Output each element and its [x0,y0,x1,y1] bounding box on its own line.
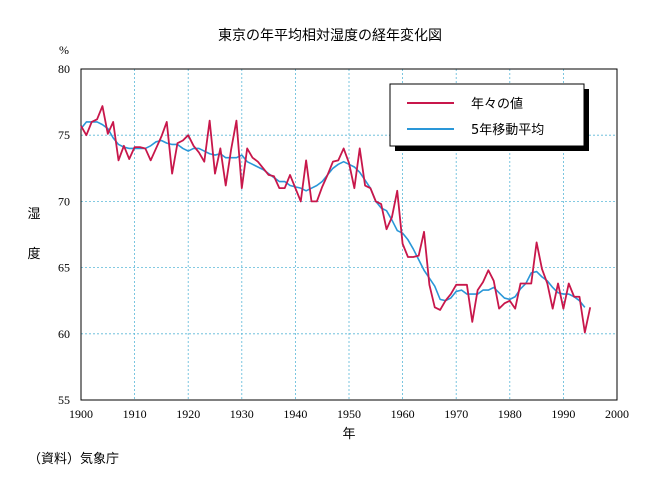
legend-label-annual: 年々の値 [471,96,523,112]
y-tick-label: 80 [58,62,70,76]
x-axis-label: 年 [342,427,355,442]
x-tick-label: 1980 [498,407,522,421]
y-tick-label: 75 [58,128,70,142]
legend: 年々の値 5年移動平均 [389,83,589,151]
legend-box [389,83,585,147]
y-tick-label: 55 [58,393,70,407]
x-tick-label: 1930 [230,407,254,421]
series-line-annual [80,105,592,334]
x-tick-label: 1970 [444,407,468,421]
x-tick-label: 1900 [69,407,93,421]
x-tick-label: 1950 [337,407,361,421]
y-tick-label: 70 [58,194,70,208]
x-tick-label: 1920 [176,407,200,421]
y-axis-label-char-2: 度 [27,246,40,262]
y-tick-label: 65 [58,261,70,275]
x-axis-ticks: 1900 1910 1920 1930 1940 1950 1960 1970 1980 1990… [69,407,629,421]
legend-label-moving-average: 5年移動平均 [471,123,544,138]
x-tick-label: 1990 [551,407,575,421]
plot-frame [80,68,618,401]
x-tick-label: 2000 [605,407,629,421]
series-line-moving-average [80,121,586,308]
y-axis-label-char-1: 湿 [27,207,40,222]
source-note: （資料）気象庁 [28,452,120,467]
y-unit-label: % [59,43,69,57]
series-layer [80,105,592,334]
x-tick-label: 1940 [283,407,307,421]
grid-lines [81,69,617,400]
y-tick-label: 60 [58,327,70,341]
y-axis-ticks: 55 60 65 70 75 80 [58,62,70,407]
chart-title: 東京の年平均相対湿度の経年変化図 [218,27,442,44]
x-tick-label: 1910 [123,407,147,421]
x-tick-label: 1960 [391,407,415,421]
